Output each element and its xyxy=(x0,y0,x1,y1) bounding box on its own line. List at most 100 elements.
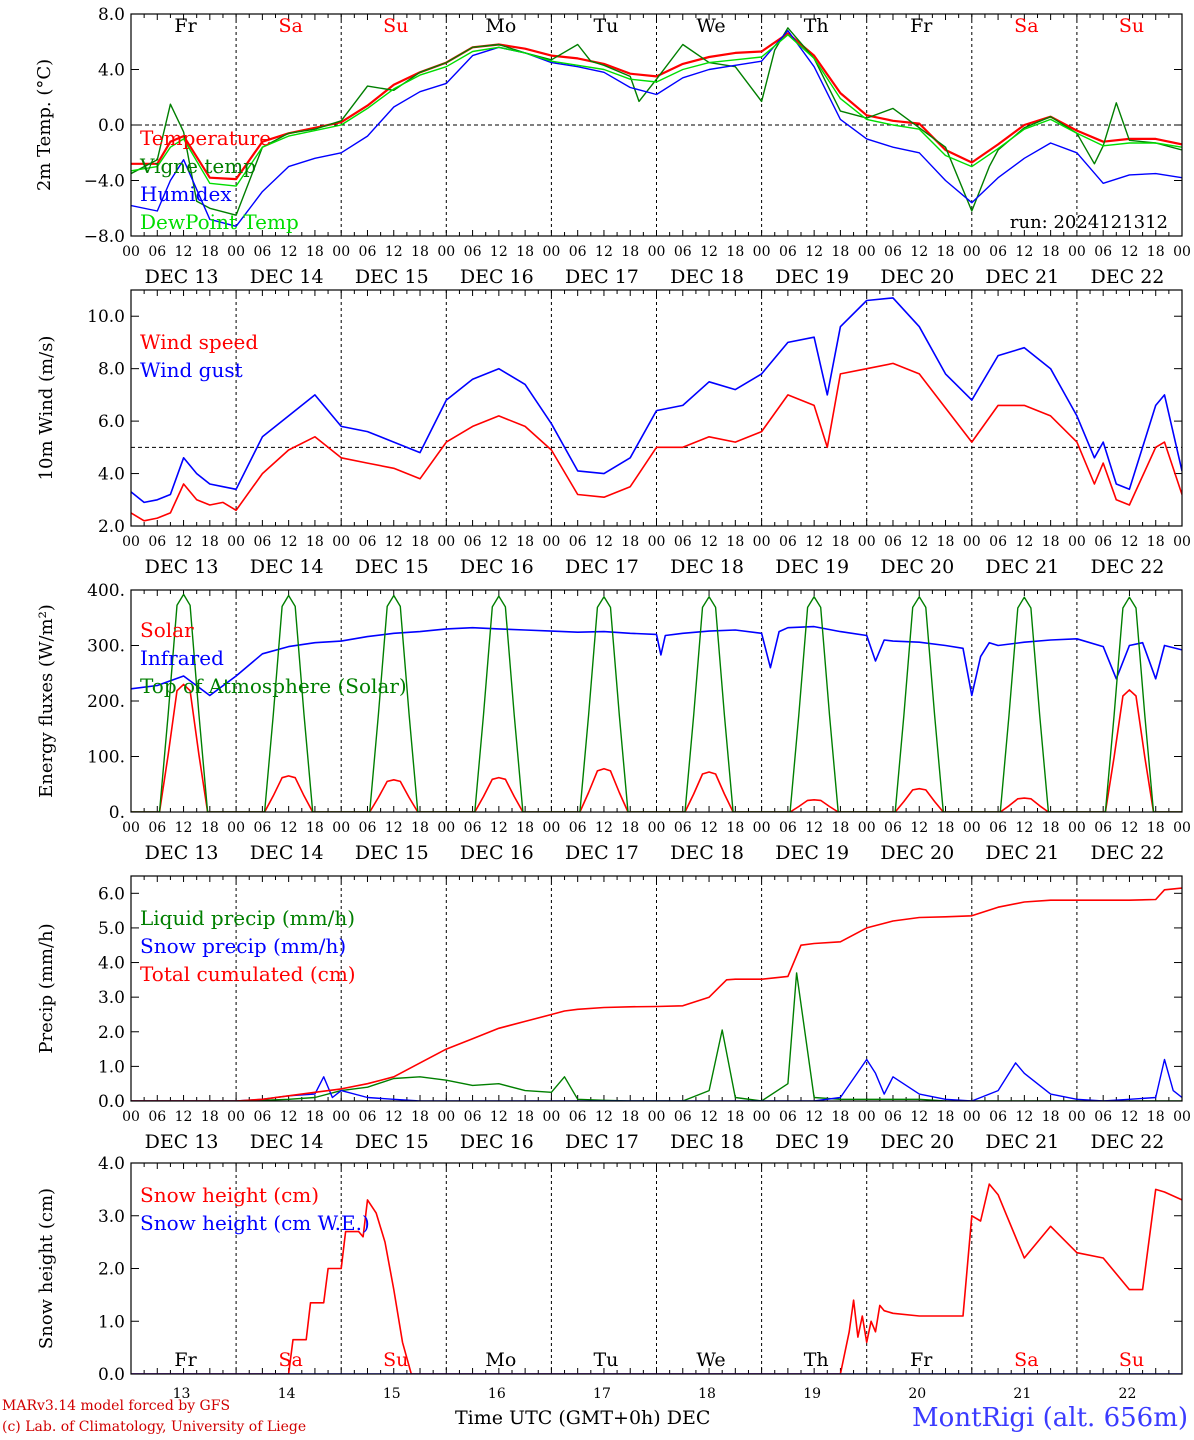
weekday-label: We xyxy=(696,1349,725,1371)
day-number-label: 15 xyxy=(383,1386,401,1402)
hour-label: 12 xyxy=(805,534,823,550)
hour-label: 12 xyxy=(175,534,193,550)
hour-label: 00 xyxy=(1068,1109,1086,1125)
hour-label: 06 xyxy=(884,820,902,836)
hour-label: 18 xyxy=(411,534,429,550)
date-label: DEC 15 xyxy=(355,266,429,288)
hour-label: 00 xyxy=(1068,820,1086,836)
hour-label: 00 xyxy=(1173,820,1191,836)
hour-label: 06 xyxy=(884,244,902,260)
hour-label: 18 xyxy=(621,534,639,550)
y-axis-label: Energy fluxes (W/m²) xyxy=(36,604,57,798)
y-tick-label: 4.0 xyxy=(98,61,125,81)
legend-entry: Total cumulated (cm) xyxy=(140,962,356,986)
chart-panel-3: 0. 100. 200. 300. 400. Energy fluxes (W/m²) So… xyxy=(36,581,1191,864)
series-group xyxy=(131,27,1182,227)
date-label: DEC 16 xyxy=(460,266,534,288)
hour-label: 18 xyxy=(832,820,850,836)
series-line-snow-height-cm- xyxy=(131,1183,1182,1374)
hour-label: 12 xyxy=(805,244,823,260)
y-axis-label: Precip (mm/h) xyxy=(36,923,57,1053)
hour-label: 06 xyxy=(884,534,902,550)
hour-label: 00 xyxy=(1068,244,1086,260)
hour-label: 12 xyxy=(910,244,928,260)
hour-label: 18 xyxy=(306,1109,324,1125)
hour-label: 18 xyxy=(201,534,219,550)
y-axis-label: 10m Wind (m/s) xyxy=(36,336,57,481)
hour-label: 18 xyxy=(726,534,744,550)
hour-label: 00 xyxy=(227,820,245,836)
hour-label: 12 xyxy=(385,1109,403,1125)
series-line-dewpoint-temp xyxy=(131,34,1182,187)
y-axis-label: 2m Temp. (°C) xyxy=(34,59,55,191)
hour-label: 00 xyxy=(1173,244,1191,260)
chart-panel-5: 0.0 1.0 2.0 3.0 4.0 Snow height (cm) Snow heig… xyxy=(36,1154,1183,1402)
date-label: DEC 22 xyxy=(1091,1131,1165,1153)
day-number-label: 22 xyxy=(1119,1386,1137,1402)
hour-label: 12 xyxy=(1121,820,1139,836)
hour-label: 00 xyxy=(122,1109,140,1125)
weekday-label: Tu xyxy=(593,1349,618,1371)
weekday-label: Sa xyxy=(1014,15,1038,37)
date-label: DEC 13 xyxy=(145,556,219,578)
hour-label: 18 xyxy=(1147,1109,1165,1125)
weekday-label: Su xyxy=(383,15,408,37)
hour-label: 00 xyxy=(1173,1109,1191,1125)
date-label: DEC 22 xyxy=(1091,842,1165,864)
hour-label: 18 xyxy=(516,534,534,550)
hour-label: 00 xyxy=(332,244,350,260)
weekday-label: Su xyxy=(1119,1349,1144,1371)
hour-label: 00 xyxy=(542,534,560,550)
hour-label: 06 xyxy=(779,820,797,836)
hour-label: 06 xyxy=(779,1109,797,1125)
hour-label: 00 xyxy=(963,1109,981,1125)
hour-label: 06 xyxy=(148,534,166,550)
date-label: DEC 18 xyxy=(670,266,744,288)
weekday-label: We xyxy=(696,15,725,37)
hour-label: 00 xyxy=(332,534,350,550)
hour-label: 18 xyxy=(516,244,534,260)
series-group xyxy=(131,297,1182,522)
hour-label: 06 xyxy=(464,244,482,260)
legend-entry: Liquid precip (mm/h) xyxy=(140,906,355,930)
hour-label: 18 xyxy=(201,820,219,836)
legend-entry: Snow height (cm W.E.) xyxy=(140,1211,370,1235)
hour-label: 12 xyxy=(175,820,193,836)
hour-label: 06 xyxy=(989,244,1007,260)
hour-label: 12 xyxy=(805,1109,823,1125)
date-label: DEC 19 xyxy=(775,266,849,288)
y-tick-label: 1.0 xyxy=(98,1057,125,1077)
credit-line-2: (c) Lab. of Climatology, University of L… xyxy=(2,1419,307,1435)
date-label: DEC 15 xyxy=(355,556,429,578)
date-label: DEC 22 xyxy=(1091,266,1165,288)
hour-label: 12 xyxy=(910,534,928,550)
y-tick-label: 100. xyxy=(87,748,125,768)
hour-label: 06 xyxy=(464,820,482,836)
date-label: DEC 18 xyxy=(670,556,744,578)
hour-label: 18 xyxy=(306,534,324,550)
y-tick-label: 200. xyxy=(87,692,125,712)
y-tick-label: 10.0 xyxy=(87,307,125,327)
hour-label: 06 xyxy=(674,820,692,836)
hour-label: 18 xyxy=(726,820,744,836)
hour-label: 00 xyxy=(332,820,350,836)
y-tick-label: 4.0 xyxy=(98,1154,125,1174)
hour-label: 18 xyxy=(832,1109,850,1125)
series-line-humidex xyxy=(131,29,1182,227)
hour-label: 12 xyxy=(490,820,508,836)
date-label: DEC 14 xyxy=(250,266,324,288)
hour-label: 06 xyxy=(148,1109,166,1125)
hour-label: 00 xyxy=(648,1109,666,1125)
y-tick-label: 4.0 xyxy=(98,465,125,485)
hour-label: 00 xyxy=(542,820,560,836)
hour-label: 00 xyxy=(227,244,245,260)
plot-frame xyxy=(130,589,1183,813)
hour-label: 00 xyxy=(858,244,876,260)
hour-label: 18 xyxy=(516,820,534,836)
hour-label: 00 xyxy=(542,244,560,260)
hour-label: 06 xyxy=(253,244,271,260)
hour-label: 18 xyxy=(411,244,429,260)
day-number-label: 17 xyxy=(593,1386,611,1402)
date-label: DEC 18 xyxy=(670,1131,744,1153)
hour-label: 12 xyxy=(595,1109,613,1125)
